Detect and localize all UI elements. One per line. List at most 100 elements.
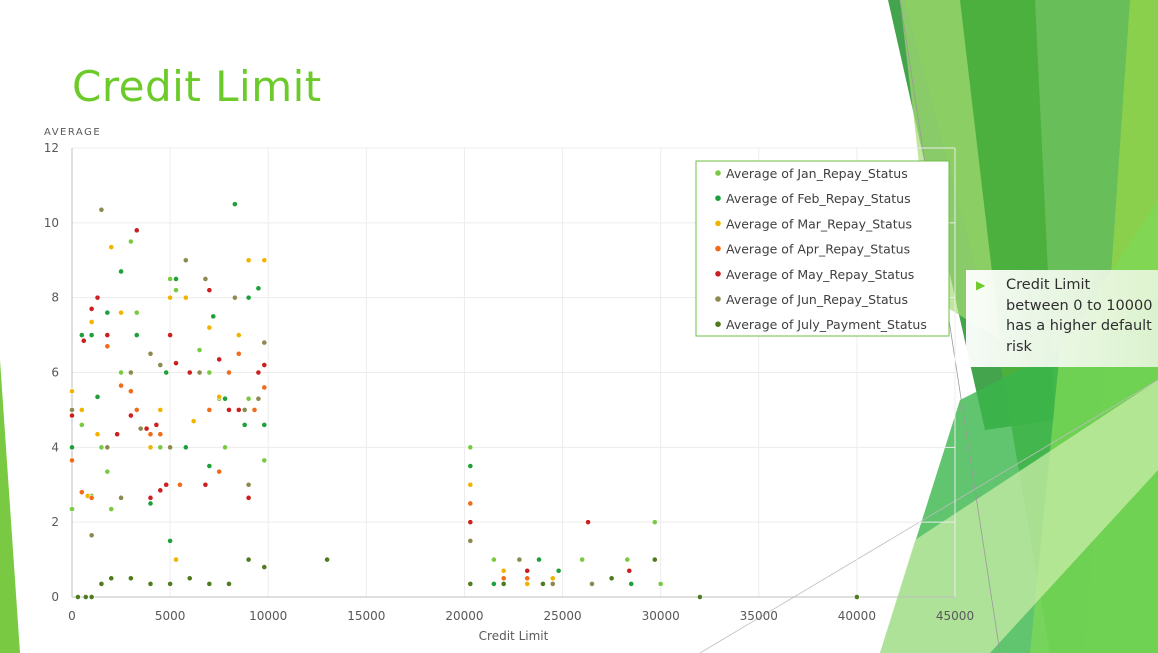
data-point [98, 206, 105, 213]
data-point [88, 594, 95, 600]
data-point [137, 425, 144, 432]
data-point [490, 581, 497, 587]
data-point [245, 395, 252, 402]
x-tick-label: 25000 [543, 609, 581, 623]
data-point [88, 332, 95, 338]
data-point [88, 532, 95, 539]
data-point [206, 581, 213, 587]
data-point [69, 388, 75, 395]
data-point [127, 412, 134, 419]
data-point [157, 362, 164, 368]
x-tick-label: 15000 [347, 609, 385, 623]
data-point [167, 444, 174, 451]
deco-thin-line-2 [699, 379, 1158, 653]
data-point [261, 564, 268, 570]
data-point [202, 481, 209, 488]
data-point [585, 519, 591, 526]
bullet-arrow-icon: ▶ [976, 278, 986, 292]
data-point [467, 500, 474, 507]
data-point [143, 425, 150, 432]
x-tick-label: 0 [68, 609, 76, 623]
y-axis-title: AVERAGE [44, 127, 101, 138]
data-point [104, 468, 111, 475]
data-point [190, 418, 197, 425]
legend-label: Average of Jun_Repay_Status [726, 292, 908, 307]
data-point [536, 556, 542, 563]
data-point [206, 407, 213, 413]
legend-label: Average of July_Payment_Status [726, 317, 927, 332]
data-point [245, 257, 252, 264]
data-point [231, 201, 238, 208]
data-point [98, 581, 105, 587]
data-point [94, 393, 101, 400]
data-point [118, 382, 124, 389]
data-point [147, 581, 154, 587]
slide-title: Credit Limit [72, 62, 322, 111]
data-point [241, 407, 248, 413]
data-point [540, 581, 546, 587]
data-point [69, 444, 75, 451]
data-point [133, 332, 140, 338]
data-point [186, 575, 193, 582]
x-tick-label: 10000 [249, 609, 287, 623]
data-point [163, 369, 170, 376]
legend-label: Average of Apr_Repay_Status [726, 242, 910, 257]
data-point [147, 431, 154, 438]
data-point [74, 594, 81, 600]
legend-box [695, 160, 950, 337]
data-point [467, 463, 474, 469]
data-point [182, 444, 189, 451]
data-point [226, 407, 232, 413]
data-point [88, 305, 95, 312]
deco-panel-pale [900, 0, 1000, 340]
y-tick-label: 8 [51, 291, 59, 305]
data-point [133, 407, 140, 413]
data-point [524, 567, 531, 574]
legend-marker [715, 245, 721, 252]
callout-text: Credit Limit between 0 to 10000 has a hi… [1006, 277, 1153, 355]
data-point [157, 444, 164, 451]
data-point [127, 369, 134, 376]
data-point [167, 294, 174, 301]
data-point [69, 506, 75, 512]
data-point [69, 407, 75, 413]
data-point [177, 481, 183, 488]
data-point [118, 369, 124, 376]
data-point [108, 575, 115, 582]
data-point [500, 581, 507, 587]
data-point [255, 285, 262, 292]
data-point [108, 506, 115, 512]
data-point [88, 494, 95, 501]
data-point [261, 421, 268, 428]
callout-box: ▶ Credit Limit between 0 to 10000 has a … [966, 270, 1158, 367]
data-point [235, 350, 242, 357]
legend-marker [715, 170, 721, 176]
data-point [108, 244, 115, 251]
data-point [186, 369, 193, 376]
data-point [555, 567, 562, 574]
data-point [697, 594, 703, 600]
data-point [549, 581, 556, 587]
data-point [206, 463, 213, 469]
data-point [226, 369, 232, 376]
legend-marker [715, 220, 721, 227]
data-point [118, 268, 124, 275]
data-point [104, 309, 111, 316]
data-point [467, 519, 474, 526]
data-point [549, 575, 556, 582]
y-tick-label: 2 [51, 515, 59, 529]
data-point [196, 369, 203, 376]
data-point [182, 294, 189, 301]
deco-panel-pale-lower [880, 380, 1158, 653]
legend-label: Average of May_Repay_Status [726, 267, 914, 282]
data-point [500, 567, 507, 574]
data-point [261, 362, 268, 368]
data-point [118, 309, 124, 316]
data-point [153, 421, 160, 428]
data-point [651, 556, 658, 563]
data-point [104, 444, 111, 451]
data-point [624, 556, 631, 563]
data-point [163, 481, 170, 488]
data-point [490, 556, 497, 563]
